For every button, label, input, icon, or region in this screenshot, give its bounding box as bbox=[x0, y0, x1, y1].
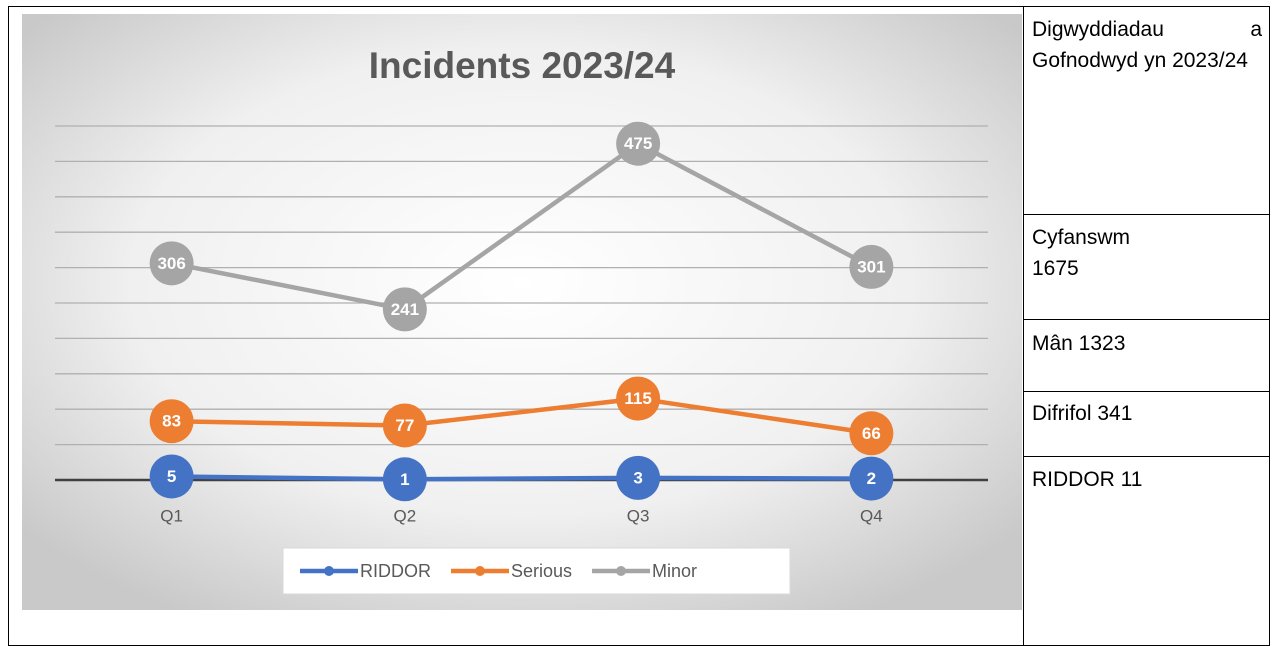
data-point bbox=[382, 457, 427, 502]
series-line bbox=[171, 396, 872, 436]
data-label: 475 bbox=[624, 134, 652, 153]
data-label: 2 bbox=[867, 469, 876, 488]
data-label: 115 bbox=[624, 389, 651, 408]
column-divider bbox=[1023, 6, 1024, 646]
data-point bbox=[849, 411, 894, 456]
data-label: 77 bbox=[395, 416, 414, 435]
x-tick-label: Q3 bbox=[627, 506, 650, 525]
data-label: 1 bbox=[400, 470, 409, 489]
x-tick-label: Q2 bbox=[394, 506, 417, 525]
x-tick-label: Q1 bbox=[160, 506, 183, 525]
legend-label: RIDDOR bbox=[360, 561, 431, 581]
cell-text: Cyfanswm 1675 bbox=[1032, 226, 1131, 280]
legend-label: Minor bbox=[652, 561, 697, 581]
side-cell: Difrifol 341 bbox=[1024, 394, 1270, 457]
series-line bbox=[171, 141, 873, 312]
data-label: 241 bbox=[391, 300, 419, 319]
chart: Incidents 2023/24 Q1 Q2 Q3 Q4 5 1 3 2 83 77 115 66 3… bbox=[22, 14, 1022, 610]
legend-label: Serious bbox=[511, 561, 572, 581]
side-cell: Digwyddiadau a Gofnodwyd yn 2023/24 bbox=[1024, 14, 1270, 215]
data-point bbox=[616, 455, 661, 500]
chart-area bbox=[22, 14, 1022, 610]
legend-marker bbox=[616, 566, 627, 576]
side-cell: Cyfanswm 1675 bbox=[1024, 218, 1270, 320]
cell-text: Difrifol 341 bbox=[1032, 402, 1133, 425]
data-point bbox=[849, 456, 894, 501]
data-point bbox=[149, 241, 194, 286]
legend-box bbox=[282, 547, 791, 595]
cell-text: RIDDOR 11 bbox=[1032, 468, 1143, 491]
data-point bbox=[382, 403, 427, 448]
data-label: 301 bbox=[857, 257, 885, 276]
chart-title: Incidents 2023/24 bbox=[369, 45, 676, 86]
data-point bbox=[616, 376, 661, 421]
legend-marker bbox=[475, 566, 485, 576]
cell-text: Digwyddiadau a Gofnodwyd yn 2023/24 bbox=[1032, 18, 1262, 72]
data-point bbox=[849, 244, 894, 289]
series-line bbox=[171, 474, 872, 482]
side-cell: Mân 1323 bbox=[1024, 322, 1270, 392]
legend-marker bbox=[324, 566, 334, 576]
data-label: 306 bbox=[157, 254, 185, 273]
data-point bbox=[616, 121, 661, 166]
side-cell: RIDDOR 11 bbox=[1024, 460, 1270, 630]
x-tick-label: Q4 bbox=[860, 506, 883, 525]
data-label: 5 bbox=[167, 467, 176, 486]
data-point bbox=[149, 454, 194, 499]
data-point bbox=[149, 399, 194, 444]
cell-text: Mân 1323 bbox=[1032, 332, 1126, 355]
data-label: 83 bbox=[162, 412, 181, 431]
data-label: 3 bbox=[633, 468, 642, 487]
data-point bbox=[382, 287, 427, 332]
data-label: 66 bbox=[862, 424, 881, 443]
